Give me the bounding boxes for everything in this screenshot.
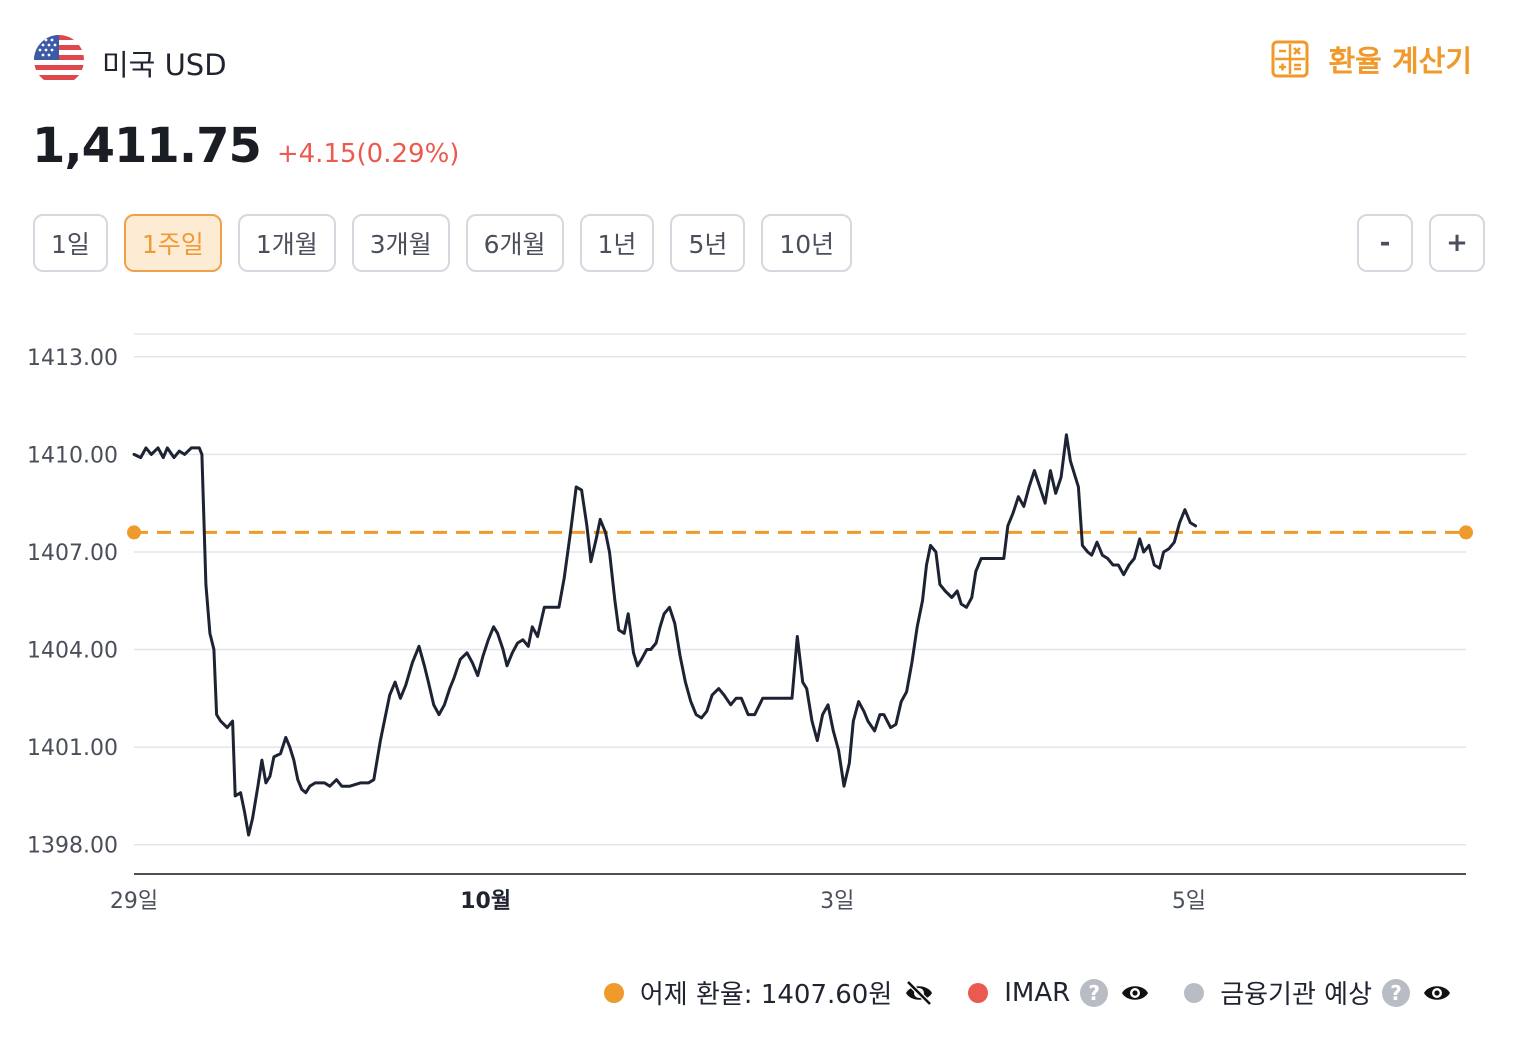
y-tick-label: 1407.00 — [27, 541, 118, 566]
chart-legend: 어제 환율: 1407.60원 IMAR ? 금융기관 예상 ? — [570, 974, 1452, 1011]
quote: 1,411.75 +4.15(0.29%) — [32, 118, 459, 182]
header: 미국 USD 환율 계산기 — [32, 32, 1486, 88]
help-icon[interactable]: ? — [1080, 978, 1109, 1007]
eye-icon[interactable] — [1120, 982, 1150, 1004]
reference-end-dot — [1459, 525, 1473, 540]
us-flag-icon — [34, 35, 84, 85]
current-price: 1,411.75 — [32, 118, 262, 174]
imar-dot — [968, 982, 989, 1003]
range-button-1w[interactable]: 1주일 — [123, 214, 222, 272]
eye-icon[interactable] — [1422, 982, 1452, 1004]
range-button-1y[interactable]: 1년 — [579, 214, 655, 272]
reference-start-dot — [127, 525, 141, 540]
y-axis-labels: 1398.00 1401.00 1404.00 1407.00 1410.00 1413.… — [27, 346, 118, 859]
exchange-rate-chart: 1398.00 1401.00 1404.00 1407.00 1410.00 1413.… — [27, 333, 1473, 914]
yesterday-dot — [603, 982, 624, 1003]
calculator-button[interactable]: 환율 계산기 — [1271, 36, 1473, 82]
y-tick-label: 1413.00 — [27, 346, 118, 371]
forecast-dot — [1184, 982, 1205, 1003]
zoom-out-button[interactable]: - — [1357, 214, 1413, 272]
y-tick-label: 1401.00 — [27, 736, 118, 761]
range-button-1d[interactable]: 1일 — [33, 214, 108, 272]
range-button-3m[interactable]: 3개월 — [351, 214, 450, 272]
legend-yesterday-label: 어제 환율: 1407.60원 — [639, 980, 893, 1010]
price-change: +4.15(0.29%) — [276, 139, 460, 169]
x-tick-label: 5일 — [1172, 889, 1206, 914]
zoom-in-button[interactable]: + — [1429, 214, 1485, 272]
legend-forecast-label: 금융기관 예상 — [1220, 980, 1372, 1010]
range-button-10y[interactable]: 10년 — [761, 214, 853, 272]
range-button-1m[interactable]: 1개월 — [237, 214, 336, 272]
x-tick-label: 10월 — [460, 889, 511, 914]
eye-off-icon[interactable] — [904, 979, 934, 1006]
legend-forecast: 금융기관 예상 ? — [1184, 974, 1452, 1011]
x-tick-label: 29일 — [110, 889, 158, 914]
range-button-5y[interactable]: 5년 — [670, 214, 746, 272]
x-axis-labels: 29일 10월 3일 5일 — [110, 889, 1206, 914]
series-line — [132, 433, 1198, 837]
legend-imar-label: IMAR — [1004, 977, 1071, 1008]
currency-name: 미국 USD — [102, 48, 227, 82]
range-button-6m[interactable]: 6개월 — [465, 214, 564, 272]
calculator-label: 환율 계산기 — [1328, 44, 1473, 78]
help-icon[interactable]: ? — [1382, 978, 1410, 1007]
y-tick-label: 1410.00 — [27, 443, 118, 468]
legend-yesterday: 어제 환율: 1407.60원 — [603, 974, 934, 1011]
calculator-icon — [1271, 40, 1308, 78]
y-tick-label: 1404.00 — [27, 639, 118, 664]
legend-imar: IMAR ? — [968, 978, 1150, 1008]
y-tick-label: 1398.00 — [27, 834, 118, 859]
range-selector: 1일 1주일 1개월 3개월 6개월 1년 5년 10년 — [33, 214, 853, 272]
x-tick-label: 3일 — [820, 889, 854, 914]
chart-grid — [134, 333, 1466, 846]
yesterday-rate-line — [127, 525, 1473, 540]
